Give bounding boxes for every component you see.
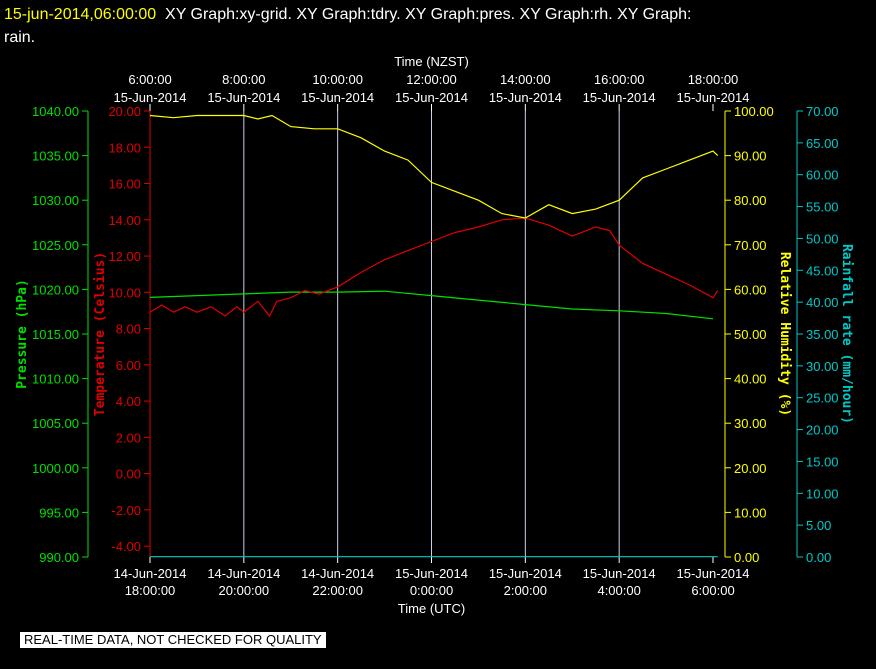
bottom-tick-label: 14-Jun-2014 xyxy=(114,566,187,581)
pressure-tick-label: 1010.00 xyxy=(32,372,79,387)
top-tick-label: 15-Jun-2014 xyxy=(489,90,562,105)
temperature-tick-label: 18.00 xyxy=(108,140,141,155)
humidity-axis-label: Relative Humidity (%) xyxy=(777,252,792,416)
bottom-tick-label: 4:00:00 xyxy=(597,583,640,598)
bottom-tick-label: 18:00:00 xyxy=(125,583,176,598)
humidity-tick-label: 0.00 xyxy=(734,550,759,565)
header-graph-list-cont: rain. xyxy=(4,29,36,46)
top-tick-label: 16:00:00 xyxy=(594,72,645,87)
rainfall-tick-label: 60.00 xyxy=(806,168,839,183)
pressure-tick-label: 1035.00 xyxy=(32,149,79,164)
humidity-tick-label: 20.00 xyxy=(734,461,767,476)
rainfall-tick-label: 20.00 xyxy=(806,423,839,438)
temperature-tick-label: 20.00 xyxy=(108,104,141,119)
temperature-tick-label: 8.00 xyxy=(116,322,141,337)
rainfall-tick-label: 45.00 xyxy=(806,263,839,278)
pressure-tick-label: 990.00 xyxy=(39,550,79,565)
rainfall-tick-label: 30.00 xyxy=(806,359,839,374)
bottom-tick-label: 0:00:00 xyxy=(410,583,453,598)
temperature-tick-label: 0.00 xyxy=(116,467,141,482)
top-tick-label: 12:00:00 xyxy=(406,72,457,87)
pressure-tick-label: 1000.00 xyxy=(32,461,79,476)
bottom-tick-label: 15-Jun-2014 xyxy=(489,566,562,581)
pressure-tick-label: 995.00 xyxy=(39,505,79,520)
rainfall-axis-label: Rainfall rate (mm/hour) xyxy=(839,244,854,424)
rainfall-tick-label: 65.00 xyxy=(806,136,839,151)
chart-axes xyxy=(82,104,803,563)
temperature-tick-label: 2.00 xyxy=(116,430,141,445)
top-tick-label: 18:00:00 xyxy=(688,72,739,87)
humidity-tick-label: 100.00 xyxy=(734,104,774,119)
pressure-axis-label: Pressure (hPa) xyxy=(15,279,30,389)
pressure-series-line xyxy=(149,290,714,320)
bottom-tick-label: 20:00:00 xyxy=(219,583,270,598)
temperature-axis-label: Temperature (Celsius) xyxy=(93,252,108,416)
humidity-tick-label: 80.00 xyxy=(734,193,767,208)
rainfall-tick-label: 70.00 xyxy=(806,104,839,119)
quality-notice: REAL-TIME DATA, NOT CHECKED FOR QUALITY xyxy=(20,632,326,648)
bottom-tick-label: 22:00:00 xyxy=(312,583,363,598)
top-tick-label: 15-Jun-2014 xyxy=(301,90,374,105)
bottom-tick-label: 2:00:00 xyxy=(504,583,547,598)
rainfall-tick-label: 50.00 xyxy=(806,231,839,246)
bottom-tick-label: 15-Jun-2014 xyxy=(583,566,656,581)
pressure-tick-label: 1005.00 xyxy=(32,416,79,431)
top-tick-label: 14:00:00 xyxy=(500,72,551,87)
rainfall-tick-label: 5.00 xyxy=(806,518,831,533)
rainfall-tick-label: 35.00 xyxy=(806,327,839,342)
humidity-series-line xyxy=(149,114,719,219)
humidity-tick-label: 50.00 xyxy=(734,327,767,342)
temperature-tick-label: 14.00 xyxy=(108,213,141,228)
bottom-tick-label: 14-Jun-2014 xyxy=(207,566,280,581)
top-tick-label: 6:00:00 xyxy=(128,72,171,87)
top-axis-title: Time (NZST) xyxy=(394,54,469,69)
temperature-tick-label: 6.00 xyxy=(116,358,141,373)
temperature-series-line xyxy=(149,217,719,318)
chart-grid xyxy=(243,111,620,557)
bottom-tick-label: 14-Jun-2014 xyxy=(301,566,374,581)
pressure-tick-label: 1025.00 xyxy=(32,238,79,253)
pressure-tick-label: 1030.00 xyxy=(32,193,79,208)
humidity-tick-label: 10.00 xyxy=(734,505,767,520)
chart-labels: 14-Jun-2014 18:00:00 14-Jun-2014 20:00:00 14… xyxy=(15,54,854,616)
top-tick-label: 15-Jun-2014 xyxy=(207,90,280,105)
humidity-tick-label: 60.00 xyxy=(734,282,767,297)
bottom-axis-title: Time (UTC) xyxy=(398,601,465,616)
humidity-tick-label: 40.00 xyxy=(734,372,767,387)
rainfall-tick-label: 0.00 xyxy=(806,550,831,565)
bottom-tick-label: 15-Jun-2014 xyxy=(677,566,750,581)
humidity-tick-label: 70.00 xyxy=(734,238,767,253)
humidity-tick-label: 30.00 xyxy=(734,416,767,431)
rainfall-tick-label: 55.00 xyxy=(806,200,839,215)
temperature-tick-label: 16.00 xyxy=(108,177,141,192)
header-graph-list: XY Graph:xy-grid. XY Graph:tdry. XY Grap… xyxy=(165,6,692,23)
graph-header: 15-jun-2014,06:00:00 XY Graph:xy-grid. X… xyxy=(4,3,864,49)
rainfall-tick-label: 10.00 xyxy=(806,486,839,501)
chart-series xyxy=(149,114,719,558)
pressure-tick-label: 1040.00 xyxy=(32,104,79,119)
top-tick-label: 15-Jun-2014 xyxy=(677,90,750,105)
pressure-tick-label: 1015.00 xyxy=(32,327,79,342)
temperature-tick-label: 4.00 xyxy=(116,394,141,409)
top-tick-label: 15-Jun-2014 xyxy=(114,90,187,105)
rainfall-tick-label: 40.00 xyxy=(806,295,839,310)
humidity-tick-label: 90.00 xyxy=(734,149,767,164)
header-timestamp: 15-jun-2014,06:00:00 xyxy=(4,6,157,23)
rainfall-tick-label: 25.00 xyxy=(806,391,839,406)
bottom-tick-label: 6:00:00 xyxy=(691,583,734,598)
pressure-tick-label: 1020.00 xyxy=(32,282,79,297)
bottom-tick-label: 15-Jun-2014 xyxy=(395,566,468,581)
temperature-tick-label: -2.00 xyxy=(111,503,141,518)
temperature-tick-label: 12.00 xyxy=(108,249,141,264)
top-tick-label: 15-Jun-2014 xyxy=(583,90,656,105)
top-tick-label: 15-Jun-2014 xyxy=(395,90,468,105)
top-tick-label: 8:00:00 xyxy=(222,72,265,87)
temperature-tick-label: -4.00 xyxy=(111,539,141,554)
temperature-tick-label: 10.00 xyxy=(108,285,141,300)
rainfall-tick-label: 15.00 xyxy=(806,454,839,469)
top-tick-label: 10:00:00 xyxy=(312,72,363,87)
